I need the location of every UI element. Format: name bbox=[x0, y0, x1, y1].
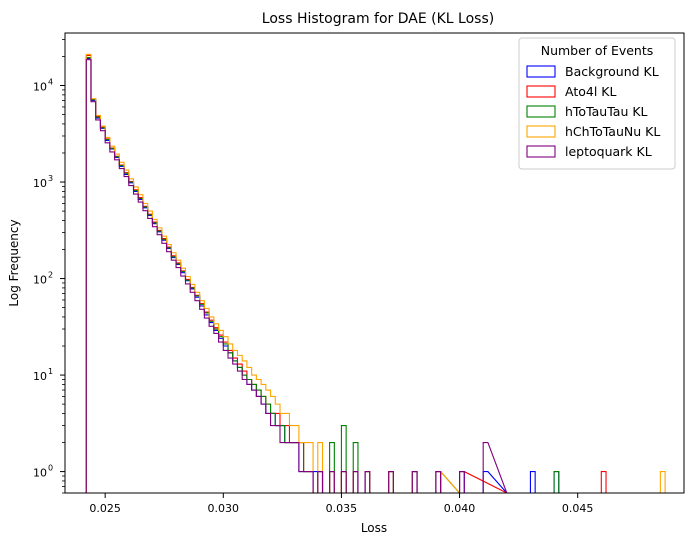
legend-label-leptoquark-kl: leptoquark KL bbox=[565, 144, 652, 159]
y-tick-label: 10 bbox=[33, 81, 47, 94]
histogram-series-leptoquark-kl bbox=[85, 59, 508, 494]
y-tick-exponent: 1 bbox=[48, 367, 53, 376]
legend-label-background-kl: Background KL bbox=[565, 64, 659, 79]
histogram-series-htotautau-kl bbox=[85, 56, 560, 494]
y-tick-label: 10 bbox=[33, 467, 47, 480]
legend-label-htotautau-kl: hToTauTau KL bbox=[565, 104, 648, 119]
y-tick-label: 10 bbox=[33, 274, 47, 287]
legend-swatch-background-kl bbox=[526, 65, 556, 78]
x-tick-label: 0.045 bbox=[562, 502, 594, 515]
histogram-series-background-kl bbox=[85, 58, 560, 494]
x-tick-label: 0.030 bbox=[208, 502, 240, 515]
x-tick-label: 0.035 bbox=[326, 502, 358, 515]
x-tick-label: 0.040 bbox=[444, 502, 476, 515]
legend-label-ato4l-kl: Ato4l KL bbox=[565, 84, 616, 99]
legend-swatch-htotautau-kl bbox=[526, 105, 556, 118]
legend: Number of Events Background KL Ato4l KL hT… bbox=[518, 37, 676, 170]
y-tick-label: 10 bbox=[33, 177, 47, 190]
y-tick-exponent: 2 bbox=[48, 271, 53, 280]
y-tick-label: 10 bbox=[33, 370, 47, 383]
legend-box bbox=[518, 37, 676, 170]
x-tick-label: 0.025 bbox=[89, 502, 121, 515]
y-axis-label: Log Frequency bbox=[7, 219, 21, 306]
x-axis-ticks: 0.025 0.030 0.035 0.040 0.045 bbox=[89, 493, 593, 515]
plot-frame bbox=[64, 32, 685, 494]
legend-swatch-ato4l-kl bbox=[526, 85, 556, 98]
y-tick-exponent: 0 bbox=[48, 464, 53, 473]
legend-label-hchtotaunu-kl: hChToTauNu KL bbox=[565, 124, 660, 139]
legend-swatch-hchtotaunu-kl bbox=[526, 125, 556, 138]
x-axis-label: Loss bbox=[361, 521, 387, 535]
plot-series bbox=[85, 53, 666, 494]
legend-swatch-leptoquark-kl bbox=[526, 145, 556, 158]
y-tick-exponent: 4 bbox=[48, 78, 53, 87]
y-tick-exponent: 3 bbox=[48, 174, 53, 183]
legend-title: Number of Events bbox=[541, 43, 654, 58]
chart-title: Loss Histogram for DAE (KL Loss) bbox=[262, 11, 494, 27]
legend-items: Background KL Ato4l KL hToTauTau KL hChToTa… bbox=[526, 64, 660, 159]
